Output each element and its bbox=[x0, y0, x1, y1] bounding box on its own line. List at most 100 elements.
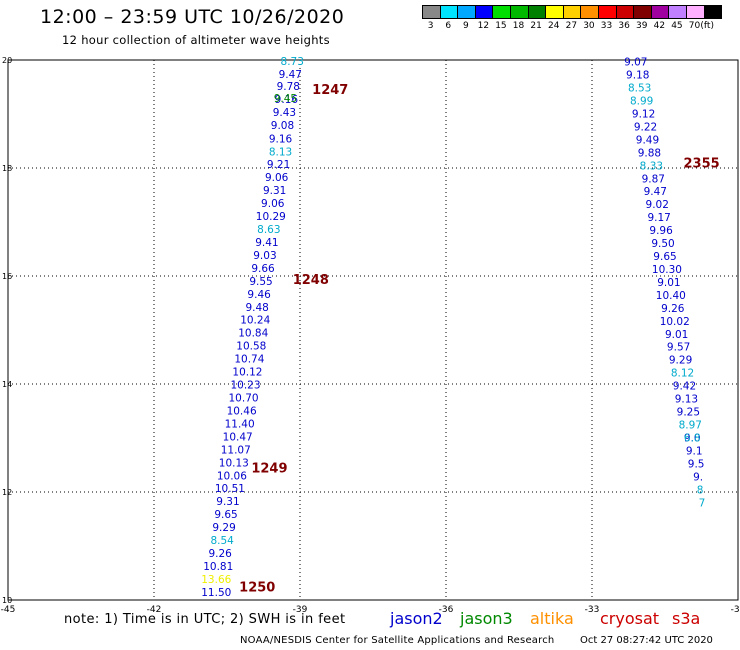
scale-label: 21 bbox=[530, 21, 542, 31]
swh-value-label: 9.17 bbox=[647, 212, 670, 224]
swh-value-label: 9.01 bbox=[657, 277, 680, 289]
swh-value-label: 9. bbox=[693, 471, 703, 483]
time-marker-label: 1248 bbox=[293, 273, 329, 288]
chart-title: 12:00 – 23:59 UTC 10/26/2020 bbox=[40, 6, 345, 28]
scale-label: 70 bbox=[688, 21, 701, 31]
swh-value-label: 9.22 bbox=[634, 121, 657, 133]
scale-swatch bbox=[703, 5, 723, 19]
swh-value-label: 9.16 bbox=[269, 133, 293, 145]
scale-label: 39 bbox=[636, 21, 648, 31]
scale-label: 42 bbox=[653, 21, 666, 31]
swh-value-label: 9.45 bbox=[274, 93, 297, 105]
swh-value-label: 10.12 bbox=[232, 367, 262, 379]
swh-value-label: 9.03 bbox=[253, 250, 276, 262]
swh-value-label: 10.51 bbox=[215, 483, 245, 495]
swh-value-label: 10.06 bbox=[217, 470, 247, 482]
swh-value-label: 9.57 bbox=[667, 342, 690, 354]
swh-value-label: 9.49 bbox=[636, 134, 659, 146]
swh-value-label: 9.42 bbox=[673, 381, 696, 393]
y-tick-label: 12 bbox=[2, 488, 12, 497]
swh-value-label: 10.23 bbox=[230, 380, 260, 392]
swh-value-label: 9.16 bbox=[275, 94, 299, 106]
swh-value-label: 11.50 bbox=[201, 587, 231, 599]
swh-value-label: 10.46 bbox=[227, 405, 257, 417]
swh-value-label: 11.40 bbox=[225, 418, 255, 430]
x-tick-label: -39 bbox=[293, 605, 308, 615]
swh-value-label: 10.29 bbox=[256, 211, 286, 223]
swh-value-label: 8.12 bbox=[671, 368, 694, 380]
scale-label: 27 bbox=[565, 21, 578, 31]
swh-value-label: 8.63 bbox=[257, 224, 280, 236]
swh-value-label: 9.87 bbox=[642, 173, 665, 185]
swh-value-label: 9.21 bbox=[267, 159, 290, 171]
x-tick-label: -45 bbox=[1, 605, 16, 615]
swh-value-label: 11.07 bbox=[221, 444, 251, 456]
swh-value-label: 9.18 bbox=[626, 70, 649, 82]
swh-value-label: 6.8 bbox=[684, 432, 701, 444]
swh-value-label: 8.99 bbox=[630, 96, 653, 108]
time-marker-label: 1250 bbox=[239, 581, 275, 596]
legend-jason3: jason3 bbox=[460, 609, 513, 628]
time-marker-label: 2355 bbox=[683, 157, 719, 172]
swh-value-label: 8.33 bbox=[640, 160, 663, 172]
legend-s3a: s3a bbox=[672, 609, 701, 628]
swh-value-label: 9.48 bbox=[245, 302, 268, 314]
scale-label: 6 bbox=[445, 21, 452, 31]
scale-label: 9 bbox=[463, 21, 469, 31]
x-tick-label: -36 bbox=[439, 605, 454, 615]
units-note: note: 1) Time is in UTC; 2) SWH is in fe… bbox=[64, 612, 346, 627]
swh-value-label: 10.70 bbox=[229, 393, 259, 405]
swh-value-label: 9.96 bbox=[649, 225, 673, 237]
scale-label: 18 bbox=[512, 21, 525, 31]
swh-value-label: 9.88 bbox=[638, 147, 661, 159]
credit-line: NOAA/NESDIS Center for Satellite Applica… bbox=[240, 635, 555, 646]
swh-value-label: 9.07 bbox=[624, 57, 647, 69]
swh-value-label: 9.25 bbox=[677, 407, 700, 419]
swh-value-label: 10.81 bbox=[203, 561, 233, 573]
swh-value-label: 9.12 bbox=[632, 108, 655, 120]
swh-value-label: 9.13 bbox=[675, 394, 698, 406]
scale-label: 36 bbox=[618, 21, 630, 31]
generated-timestamp: Oct 27 08:27:42 UTC 2020 bbox=[580, 635, 713, 646]
swh-value-label: 9.31 bbox=[263, 185, 286, 197]
swh-value-label: 9.26 bbox=[208, 548, 232, 560]
swh-value-label: 9.46 bbox=[247, 289, 271, 301]
x-tick-label: -30 bbox=[731, 605, 740, 615]
legend-altika: altika bbox=[530, 609, 574, 628]
swh-value-label: 10.74 bbox=[234, 354, 264, 366]
swh-value-label: 9.29 bbox=[669, 355, 692, 367]
swh-value-label: 9.65 bbox=[214, 509, 237, 521]
plot-frame bbox=[7, 59, 739, 601]
y-tick-label: 14 bbox=[2, 380, 12, 389]
scale-label: 30 bbox=[583, 21, 595, 31]
scale-label: 45 bbox=[671, 21, 683, 31]
swh-value-label: 10.30 bbox=[652, 264, 682, 276]
chart-subtitle: 12 hour collection of altimeter wave hei… bbox=[62, 33, 330, 47]
swh-value-label: 8.97 bbox=[679, 420, 702, 432]
y-tick-label: 20 bbox=[2, 56, 12, 65]
swh-value-label: 9.50 bbox=[651, 238, 674, 250]
swh-value-label: 9.06 bbox=[265, 172, 289, 184]
scale-label: 15 bbox=[495, 21, 507, 31]
scale-label: (ft) bbox=[700, 21, 714, 31]
swh-value-label: 13.66 bbox=[201, 574, 231, 586]
y-tick-label: 16 bbox=[2, 272, 12, 281]
swh-value-label: 10.47 bbox=[223, 431, 253, 443]
x-tick-label: -42 bbox=[147, 605, 162, 615]
scale-label: 12 bbox=[477, 21, 490, 31]
swh-value-label: 8.73 bbox=[281, 56, 304, 68]
swh-value-label: 7 bbox=[699, 497, 706, 509]
swh-value-label: 9.47 bbox=[279, 69, 302, 81]
swh-value-label: 9.78 bbox=[277, 81, 300, 93]
swh-value-label: 9.02 bbox=[646, 199, 669, 211]
swh-value-label: 8.53 bbox=[628, 83, 651, 95]
swh-value-label: 9.29 bbox=[212, 522, 235, 534]
swh-value-label: 9.41 bbox=[255, 237, 278, 249]
y-tick-label: 18 bbox=[2, 164, 12, 173]
swh-value-label: 8.54 bbox=[210, 535, 234, 547]
swh-value-label: 9.1 bbox=[686, 445, 703, 457]
x-tick-label: -33 bbox=[585, 605, 600, 615]
swh-value-label: 9.5 bbox=[688, 458, 705, 470]
swh-value-label: 10.24 bbox=[240, 315, 270, 327]
